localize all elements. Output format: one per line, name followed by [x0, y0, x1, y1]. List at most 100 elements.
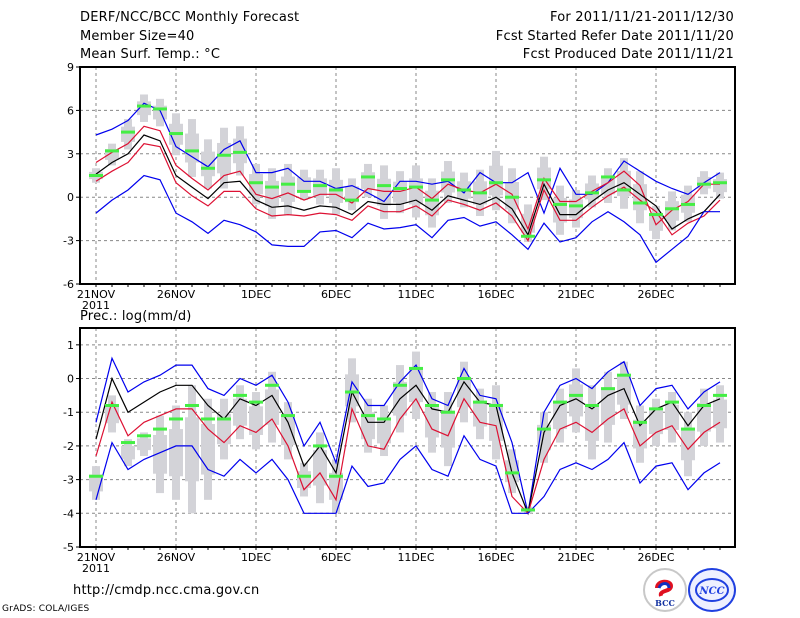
- ensemble-box: [121, 445, 135, 460]
- ensemble-box: [665, 404, 679, 430]
- y-tick-label: -4: [63, 507, 74, 520]
- ensemble-box: [409, 178, 423, 205]
- y-tick-label: -6: [63, 278, 74, 291]
- x-tick-label: 6DEC: [321, 288, 351, 301]
- observed-marker: [377, 417, 391, 421]
- x-tick-label: 11DEC: [397, 551, 434, 564]
- observed-marker: [361, 175, 375, 179]
- observed-marker: [89, 474, 103, 478]
- observed-marker: [281, 182, 295, 186]
- observed-marker: [89, 174, 103, 177]
- y-tick-label: -5: [63, 541, 74, 554]
- observed-marker: [585, 191, 599, 195]
- observed-marker: [329, 474, 343, 478]
- ensemble-box: [105, 149, 119, 160]
- observed-marker: [649, 213, 663, 217]
- observed-marker: [137, 434, 151, 438]
- x-tick-label: 21NOV: [77, 551, 116, 564]
- member-size: Member Size=40: [80, 29, 195, 44]
- ensemble-box: [585, 403, 599, 441]
- x-tick-label: 1DEC: [241, 551, 271, 564]
- observed-marker: [489, 403, 503, 407]
- ensemble-box: [185, 133, 199, 163]
- bcc-logo-text: BCC: [655, 598, 675, 608]
- x-tick-label: 6DEC: [321, 551, 351, 564]
- observed-marker: [313, 444, 327, 448]
- ensemble-box: [441, 410, 455, 448]
- ensemble-box: [425, 407, 439, 438]
- series-line-min: [95, 434, 721, 514]
- observed-marker: [569, 393, 583, 397]
- observed-marker: [249, 400, 263, 404]
- ensemble-box: [249, 406, 263, 435]
- variable-label-precip: Prec.: log(mm/d): [80, 309, 192, 324]
- x-tick-label: 1DEC: [241, 288, 271, 301]
- chart-panel-precipitation: -5 -4 -3 -2 -1 0 1 21NOV 26NOV 1DEC 6DEC 11DEC 16DEC…: [63, 327, 736, 575]
- observed-marker: [457, 377, 471, 381]
- observed-marker: [425, 403, 439, 407]
- observed-marker: [473, 400, 487, 404]
- observed-marker: [617, 373, 631, 377]
- ensemble-box: [553, 402, 567, 430]
- x-tick-label: 26NOV: [157, 288, 196, 301]
- observed-marker: [713, 181, 727, 185]
- observed-marker: [185, 403, 199, 407]
- observed-marker: [345, 390, 359, 394]
- series-line-spread_lower: [95, 143, 721, 242]
- observed-marker: [361, 414, 375, 418]
- y-tick-label: -2: [63, 440, 74, 453]
- observed-marker: [153, 427, 167, 431]
- observed-marker: [297, 474, 311, 478]
- ensemble-box: [121, 126, 135, 142]
- ncc-logo-text: NCC: [698, 586, 724, 597]
- x-tick-label: 16DEC: [477, 288, 514, 301]
- series-line-spread_lower: [95, 397, 721, 515]
- ensemble-box: [457, 376, 471, 408]
- observed-marker: [681, 202, 695, 206]
- plot-frame: [79, 327, 736, 548]
- forecast-produced-date: Fcst Produced Date 2011/11/21: [522, 47, 734, 62]
- forecast-period: For 2011/11/21-2011/12/30: [550, 10, 734, 25]
- observed-marker: [329, 188, 343, 192]
- ensemble-box: [265, 180, 279, 207]
- ensemble-box: [649, 214, 663, 231]
- observed-marker: [393, 187, 407, 191]
- source-url[interactable]: http://cmdp.ncc.cma.gov.cn: [73, 583, 260, 598]
- ensemble-box: [713, 179, 727, 193]
- grads-credit: GrADS: COLA/IGES: [2, 604, 90, 614]
- ensemble-box: [713, 399, 727, 429]
- observed-marker: [681, 427, 695, 431]
- y-tick-label: 0: [67, 373, 74, 386]
- observed-marker: [521, 508, 535, 512]
- observed-marker: [233, 150, 247, 154]
- x-year-label: 2011: [82, 299, 110, 312]
- observed-marker: [121, 130, 135, 134]
- ensemble-box: [153, 434, 167, 474]
- observed-marker: [553, 202, 567, 206]
- chart-panel-temperature: -6 -3 0 3 6 9 21NOV 26NOV 1DEC 6DEC 11DEC 16DEC 21DE…: [63, 61, 736, 312]
- ensemble-box: [169, 429, 183, 477]
- ensemble-box: [233, 398, 247, 426]
- observed-marker: [105, 149, 119, 153]
- observed-marker: [345, 198, 359, 202]
- observed-marker: [713, 393, 727, 397]
- ensemble-box: [649, 410, 663, 435]
- observed-marker: [105, 403, 119, 407]
- observed-marker: [521, 234, 535, 238]
- y-tick-label: 0: [67, 191, 74, 204]
- ncc-logo: NCC: [688, 568, 736, 612]
- observed-marker: [505, 195, 519, 199]
- plot-frame: [79, 66, 736, 285]
- series-line-min: [95, 174, 720, 264]
- observed-marker: [665, 400, 679, 404]
- ensemble-box: [697, 402, 711, 432]
- ensemble-box: [281, 416, 295, 446]
- observed-marker: [201, 417, 215, 421]
- observed-marker: [601, 175, 615, 179]
- observed-marker: [201, 166, 215, 170]
- y-tick-label: -3: [63, 235, 74, 248]
- ensemble-box: [217, 413, 231, 445]
- observed-marker: [537, 178, 551, 182]
- forecast-start-date: Fcst Started Refer Date 2011/11/20: [495, 29, 734, 44]
